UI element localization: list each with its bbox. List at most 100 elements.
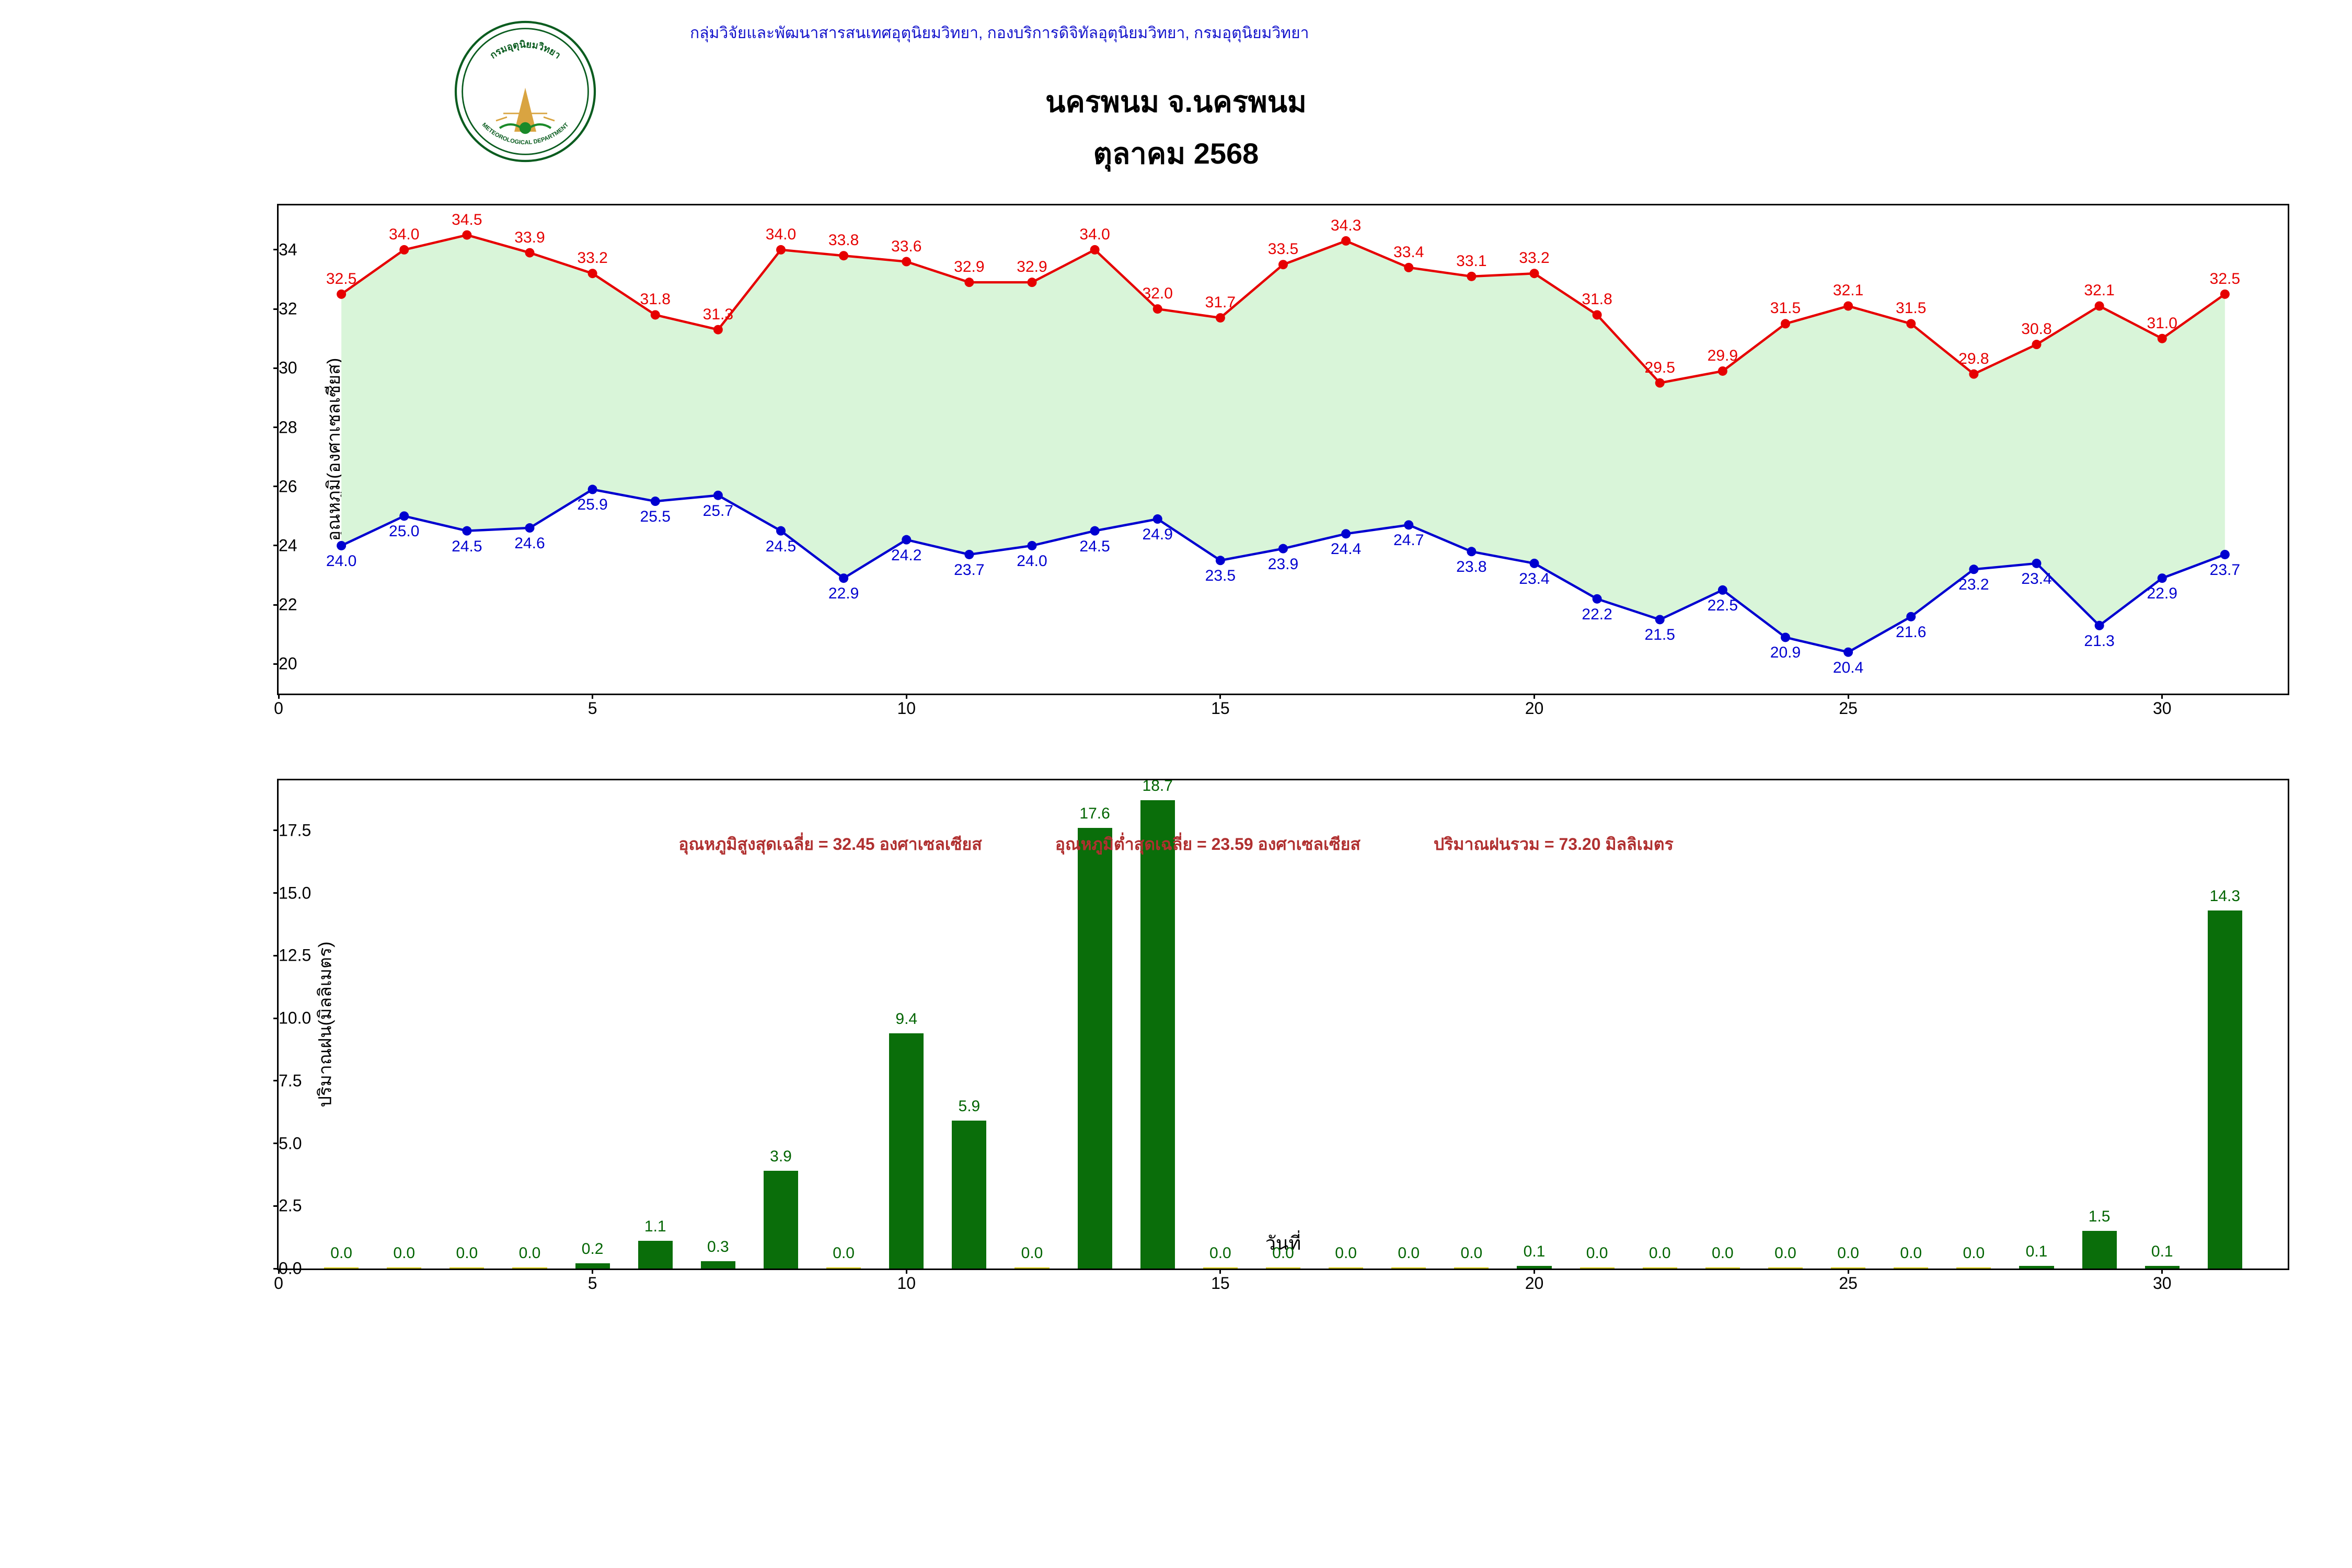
max-temp-point-12[interactable] (1028, 278, 1037, 287)
min-temp-point-4[interactable] (525, 523, 535, 533)
min-temp-point-9[interactable] (839, 573, 848, 583)
max-temp-point-18[interactable] (1404, 263, 1413, 272)
temp-x-tick-mark (1534, 694, 1535, 699)
max-temp-point-26[interactable] (1906, 319, 1916, 328)
max-temp-point-4[interactable] (525, 248, 535, 258)
min-temp-point-28[interactable] (2032, 559, 2042, 568)
min-temp-point-7[interactable] (713, 491, 723, 500)
max-temp-label-day-20: 33.2 (1519, 249, 1549, 267)
min-temp-point-19[interactable] (1467, 547, 1476, 556)
max-temp-point-21[interactable] (1593, 310, 1602, 319)
max-temp-point-14[interactable] (1153, 304, 1162, 314)
min-temp-point-21[interactable] (1593, 594, 1602, 604)
max-temp-point-9[interactable] (839, 251, 848, 260)
rainfall-bar-day-28[interactable] (2019, 1266, 2054, 1269)
min-temp-point-5[interactable] (588, 485, 597, 494)
max-temp-point-27[interactable] (1969, 370, 1978, 379)
max-temp-point-19[interactable] (1467, 272, 1476, 281)
max-temp-point-5[interactable] (588, 269, 597, 278)
min-temp-point-12[interactable] (1028, 541, 1037, 550)
min-temp-point-16[interactable] (1278, 544, 1288, 554)
max-temp-point-7[interactable] (713, 325, 723, 335)
max-temp-point-29[interactable] (2095, 301, 2104, 310)
min-temp-point-6[interactable] (651, 497, 660, 506)
min-temp-point-18[interactable] (1404, 520, 1413, 529)
max-temp-point-24[interactable] (1781, 319, 1790, 328)
max-temp-point-25[interactable] (1843, 301, 1853, 310)
min-temp-label-day-26: 21.6 (1896, 624, 1926, 641)
min-temp-point-27[interactable] (1969, 564, 1978, 574)
temp-x-tick-mark (906, 694, 907, 699)
rainfall-bar-day-13[interactable] (1078, 828, 1112, 1269)
rainfall-bar-day-11[interactable] (952, 1121, 986, 1269)
rainfall-bar-day-10[interactable] (889, 1033, 924, 1269)
max-temp-point-2[interactable] (399, 245, 409, 255)
rainfall-bar-day-16[interactable] (1266, 1267, 1300, 1269)
rainfall-bar-day-6[interactable] (638, 1241, 673, 1269)
temp-x-tick-5: 5 (588, 699, 597, 718)
min-temp-point-22[interactable] (1655, 615, 1665, 624)
min-temp-point-11[interactable] (964, 550, 974, 559)
rainfall-bar-day-8[interactable] (764, 1171, 798, 1269)
max-temp-point-17[interactable] (1341, 236, 1351, 246)
rainfall-bar-day-3[interactable] (449, 1267, 484, 1269)
rainfall-bar-day-2[interactable] (387, 1267, 421, 1269)
rainfall-bar-day-26[interactable] (1894, 1267, 1928, 1269)
rainfall-bar-day-23[interactable] (1705, 1267, 1740, 1269)
rain-y-tick-mark (273, 1018, 279, 1019)
min-temp-point-24[interactable] (1781, 632, 1790, 642)
min-temp-point-3[interactable] (462, 526, 471, 536)
rainfall-bar-day-5[interactable] (575, 1263, 610, 1269)
min-temp-point-8[interactable] (776, 526, 786, 536)
max-temp-point-1[interactable] (337, 290, 346, 299)
min-temp-point-29[interactable] (2095, 621, 2104, 630)
rainfall-bar-day-22[interactable] (1643, 1267, 1677, 1269)
min-temp-point-1[interactable] (337, 541, 346, 550)
min-temp-point-31[interactable] (2220, 550, 2230, 559)
rainfall-bar-day-12[interactable] (1014, 1267, 1049, 1269)
min-temp-point-23[interactable] (1718, 585, 1727, 595)
rain-x-tick-mark (906, 1269, 907, 1274)
max-temp-point-13[interactable] (1090, 245, 1100, 255)
min-temp-point-30[interactable] (2158, 573, 2167, 583)
min-temp-point-10[interactable] (902, 535, 911, 545)
rainfall-bar-day-21[interactable] (1580, 1267, 1615, 1269)
rainfall-bar-day-31[interactable] (2208, 910, 2242, 1269)
min-temp-point-26[interactable] (1906, 612, 1916, 621)
min-temp-point-14[interactable] (1153, 514, 1162, 524)
rainfall-bar-day-19[interactable] (1454, 1267, 1489, 1269)
max-temp-point-8[interactable] (776, 245, 786, 255)
max-temp-label-day-7: 31.3 (703, 306, 733, 324)
max-temp-point-28[interactable] (2032, 340, 2042, 349)
rainfall-bar-day-4[interactable] (512, 1267, 547, 1269)
max-temp-point-16[interactable] (1278, 260, 1288, 269)
rainfall-bar-day-7[interactable] (701, 1261, 735, 1269)
min-temp-point-13[interactable] (1090, 526, 1100, 536)
min-temp-label-day-19: 23.8 (1456, 558, 1486, 576)
min-temp-point-20[interactable] (1530, 559, 1539, 568)
temperature-plot-box[interactable]: อุณหภูมิ(องศาเซลเซียส) 32.5 34.0 34.5 33.9 3… (277, 204, 2289, 695)
min-temp-point-15[interactable] (1216, 556, 1225, 565)
max-temp-point-10[interactable] (902, 257, 911, 267)
rainfall-bar-day-9[interactable] (826, 1267, 861, 1269)
max-temp-point-3[interactable] (462, 230, 471, 240)
max-temp-point-22[interactable] (1655, 378, 1665, 388)
min-temp-point-25[interactable] (1843, 648, 1853, 657)
rainfall-bar-day-29[interactable] (2082, 1231, 2117, 1269)
rainfall-bar-day-1[interactable] (324, 1267, 359, 1269)
rainfall-bar-day-18[interactable] (1391, 1267, 1426, 1269)
max-temp-point-6[interactable] (651, 310, 660, 319)
min-temp-point-2[interactable] (399, 511, 409, 521)
rainfall-bar-day-14[interactable] (1140, 800, 1175, 1269)
rainfall-bar-day-17[interactable] (1329, 1267, 1363, 1269)
max-temp-point-15[interactable] (1216, 313, 1225, 322)
max-temp-point-30[interactable] (2158, 334, 2167, 343)
max-temp-point-20[interactable] (1530, 269, 1539, 278)
min-temp-label-day-29: 21.3 (2084, 632, 2114, 650)
max-temp-point-11[interactable] (964, 278, 974, 287)
rainfall-bar-day-27[interactable] (1956, 1267, 1991, 1269)
max-temp-point-23[interactable] (1718, 366, 1727, 376)
max-temp-point-31[interactable] (2220, 290, 2230, 299)
rainfall-bar-day-24[interactable] (1768, 1267, 1803, 1269)
min-temp-point-17[interactable] (1341, 529, 1351, 538)
